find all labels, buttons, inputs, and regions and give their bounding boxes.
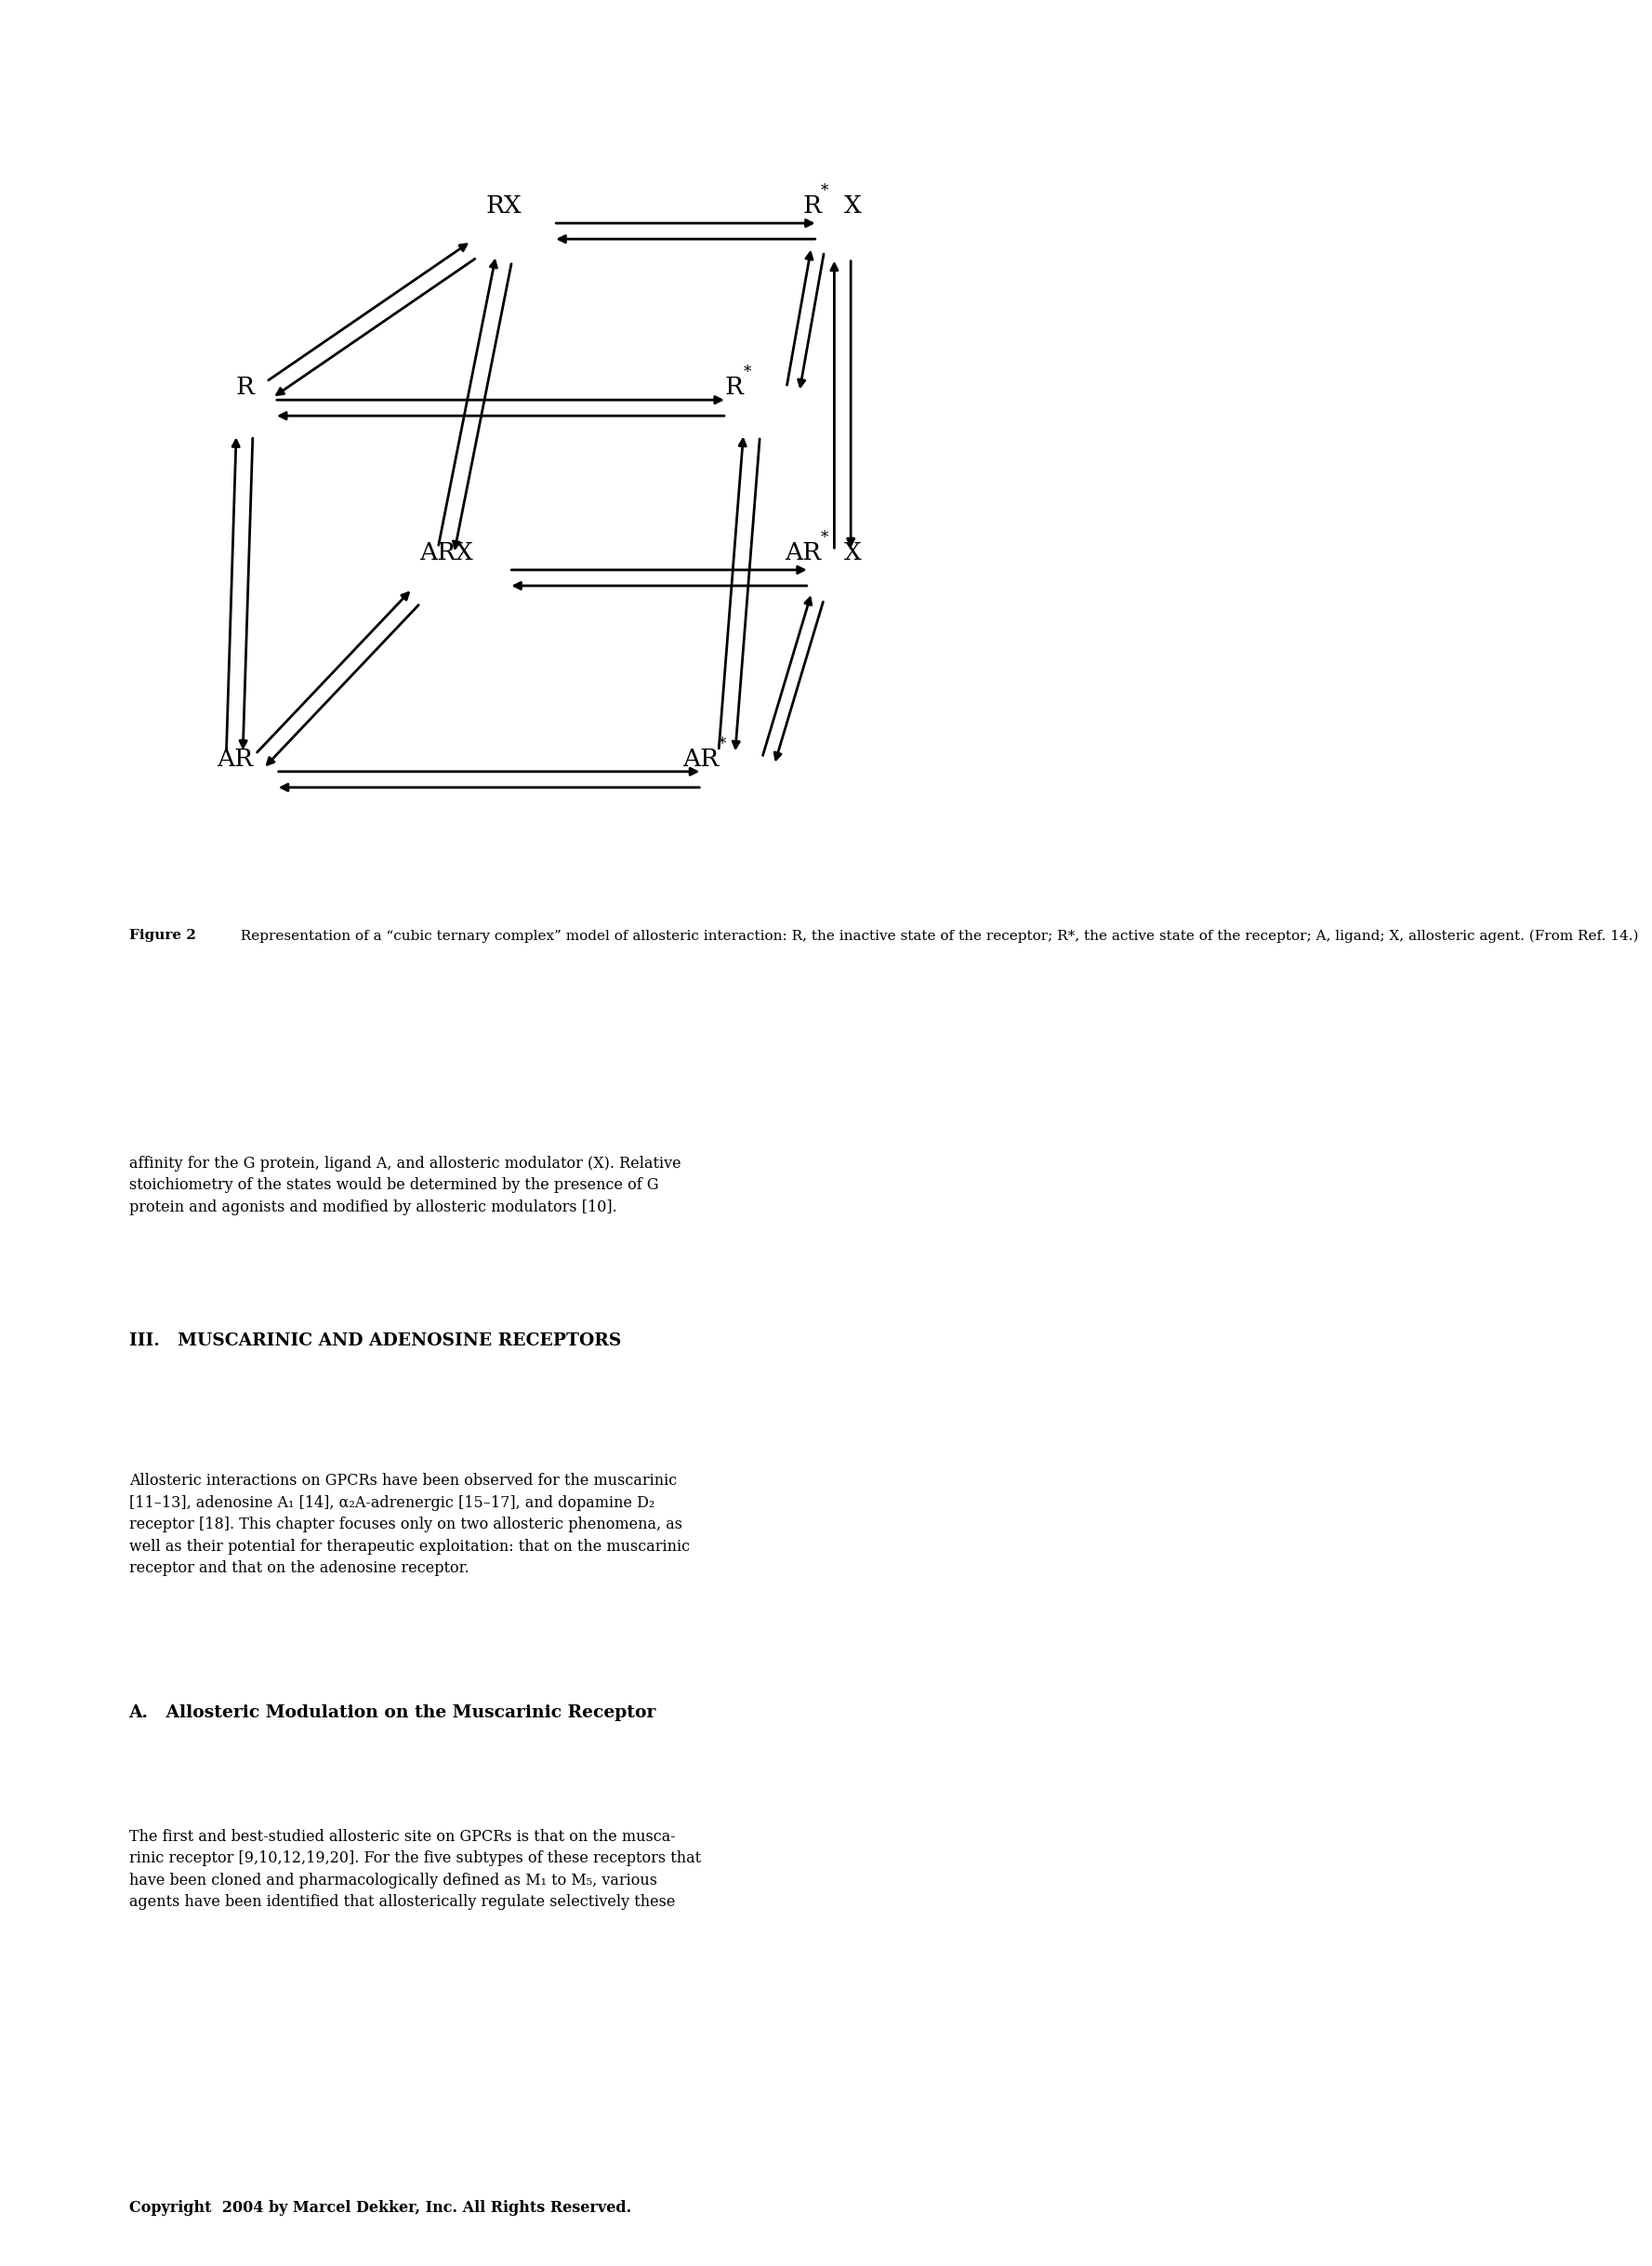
- Text: affinity for the G protein, ligand A, and allosteric modulator (X). Relative
sto: affinity for the G protein, ligand A, an…: [129, 1156, 681, 1215]
- Text: *: *: [743, 365, 752, 381]
- Text: Figure 2: Figure 2: [129, 929, 195, 943]
- Text: RX: RX: [486, 195, 522, 218]
- Text: AR: AR: [216, 748, 253, 770]
- Text: III.   MUSCARINIC AND ADENOSINE RECEPTORS: III. MUSCARINIC AND ADENOSINE RECEPTORS: [129, 1332, 621, 1348]
- Text: *: *: [821, 184, 829, 199]
- Text: The first and best-studied allosteric site on GPCRs is that on the musca-
rinic : The first and best-studied allosteric si…: [129, 1829, 700, 1910]
- Text: *: *: [821, 530, 829, 546]
- Text: *: *: [719, 736, 727, 752]
- Text: R: R: [803, 195, 821, 218]
- Text: R: R: [725, 376, 743, 399]
- Text: A.   Allosteric Modulation on the Muscarinic Receptor: A. Allosteric Modulation on the Muscarin…: [129, 1704, 656, 1720]
- Text: ARX: ARX: [420, 542, 472, 564]
- Text: R: R: [235, 376, 254, 399]
- Text: Copyright  2004 by Marcel Dekker, Inc. All Rights Reserved.: Copyright 2004 by Marcel Dekker, Inc. Al…: [129, 2200, 631, 2216]
- Text: X: X: [844, 195, 862, 218]
- Text: Allosteric interactions on GPCRs have been observed for the muscarinic
[11–13], : Allosteric interactions on GPCRs have be…: [129, 1473, 689, 1577]
- Text: AR: AR: [785, 542, 821, 564]
- Text: X: X: [844, 542, 862, 564]
- Text: AR: AR: [682, 748, 719, 770]
- Text: Representation of a “cubic ternary complex” model of allosteric interaction: R, : Representation of a “cubic ternary compl…: [231, 929, 1639, 943]
